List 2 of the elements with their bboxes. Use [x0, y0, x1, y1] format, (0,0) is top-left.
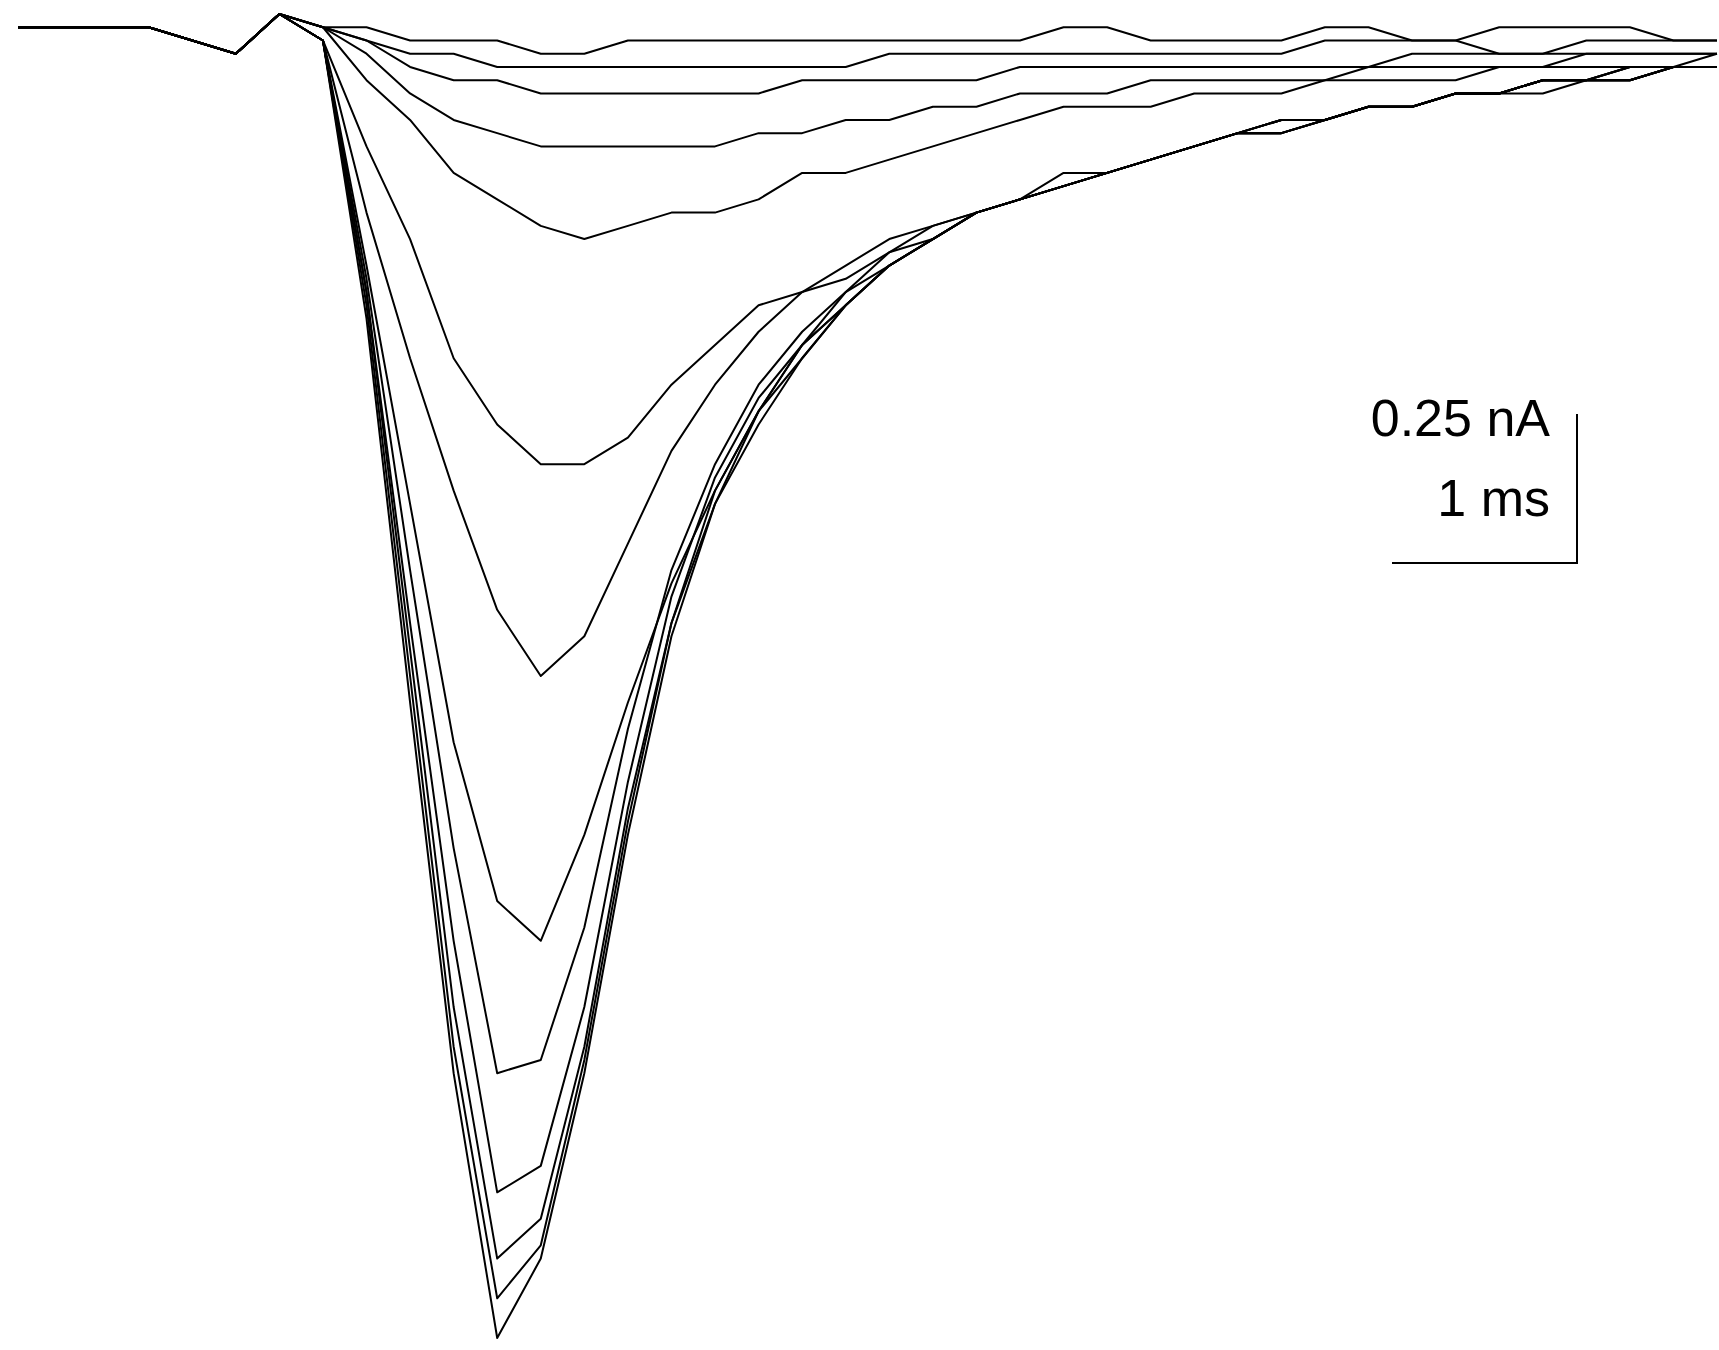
annotation: 1 ms — [1437, 469, 1550, 528]
annotation: 0.25 nA — [1370, 389, 1551, 448]
